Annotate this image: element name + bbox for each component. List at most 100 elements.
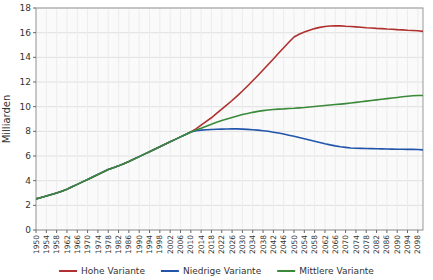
grid-line-x	[170, 8, 171, 230]
x-tick	[97, 230, 98, 233]
legend-label: Hohe Variante	[81, 266, 145, 276]
y-tick-label: 18	[20, 3, 32, 13]
grid-line-x	[232, 8, 233, 230]
x-tick	[304, 230, 305, 233]
x-tick-label: 1978	[104, 235, 113, 254]
grid-line-y	[36, 82, 423, 83]
x-tick-label: 1954	[42, 235, 51, 254]
y-axis: 0 2 4 6 8 10 12 14 16 18	[20, 3, 36, 235]
y-tick	[33, 205, 36, 206]
x-tick-label: 2018	[207, 235, 216, 254]
x-tick	[201, 230, 202, 233]
x-tick-label: 2026	[228, 235, 237, 254]
grid-line-x	[304, 8, 305, 230]
x-tick	[139, 230, 140, 233]
y-tick-label: 14	[20, 52, 32, 62]
x-tick	[386, 230, 387, 233]
series-line	[36, 26, 423, 199]
x-tick-label: 2054	[300, 235, 309, 254]
y-tick	[33, 82, 36, 83]
x-tick-label: 1950	[32, 235, 41, 254]
y-tick-label: 6	[25, 151, 31, 161]
grid-line-x	[221, 8, 222, 230]
legend-label: Mittlere Variante	[299, 266, 374, 276]
x-tick-label: 1970	[83, 235, 92, 254]
x-tick-label: 2006	[176, 235, 185, 254]
y-tick-label: 0	[25, 225, 31, 235]
series-line	[36, 129, 423, 199]
x-tick	[211, 230, 212, 233]
grid-line-x	[139, 8, 140, 230]
y-tick-label: 8	[25, 126, 31, 136]
y-tick-label: 16	[20, 28, 32, 38]
x-tick	[335, 230, 336, 233]
x-tick	[407, 230, 408, 233]
x-tick-label: 2082	[372, 235, 381, 254]
grid-line-y	[36, 156, 423, 157]
grid	[36, 8, 423, 230]
x-tick	[128, 230, 129, 233]
x-tick	[232, 230, 233, 233]
grid-line-y	[36, 131, 423, 132]
grid-line-x	[283, 8, 284, 230]
y-tick-label: 2	[25, 200, 31, 210]
x-tick-label: 2042	[269, 235, 278, 254]
x-tick-label: 1962	[63, 235, 72, 254]
y-axis-label: Milliarden	[1, 95, 12, 144]
grid-line-y	[36, 106, 423, 107]
x-tick-label: 2050	[290, 235, 299, 254]
x-tick-label: 2046	[279, 235, 288, 254]
x-tick-label: 2086	[382, 235, 391, 254]
x-tick-label: 2066	[331, 235, 340, 254]
grid-line-x	[180, 8, 181, 230]
x-tick-label: 2078	[362, 235, 371, 254]
x-tick	[170, 230, 171, 233]
x-tick-label: 2070	[341, 235, 350, 254]
x-tick	[190, 230, 191, 233]
x-tick	[66, 230, 67, 233]
legend-swatch	[161, 270, 179, 272]
grid-line-x	[201, 8, 202, 230]
x-tick-label: 1982	[114, 235, 123, 254]
grid-line-x	[87, 8, 88, 230]
grid-line-x	[128, 8, 129, 230]
grid-line-x	[149, 8, 150, 230]
x-tick-label: 1986	[124, 235, 133, 254]
y-tick-label: 10	[20, 102, 32, 112]
legend: Hohe Variante Niedrige Variante Mittlere V…	[59, 266, 374, 276]
x-tick	[376, 230, 377, 233]
grid-line-x	[97, 8, 98, 230]
grid-line-y	[36, 32, 423, 33]
x-tick	[87, 230, 88, 233]
x-tick	[159, 230, 160, 233]
x-tick-label: 2062	[321, 235, 330, 254]
x-tick-label: 1966	[73, 235, 82, 254]
grid-line-x	[386, 8, 387, 230]
series-line	[36, 96, 423, 199]
x-tick-label: 2014	[197, 235, 206, 254]
x-tick	[108, 230, 109, 233]
grid-line-x	[118, 8, 119, 230]
legend-label: Niedrige Variante	[183, 266, 262, 276]
grid-line-x	[335, 8, 336, 230]
x-tick	[180, 230, 181, 233]
x-tick	[77, 230, 78, 233]
grid-line-y	[36, 205, 423, 206]
x-tick	[345, 230, 346, 233]
grid-line-x	[345, 8, 346, 230]
grid-line-x	[263, 8, 264, 230]
x-tick-label: 1994	[145, 235, 154, 254]
y-tick-label: 12	[20, 77, 31, 87]
x-tick-label: 2022	[217, 235, 226, 254]
y-tick-label: 4	[25, 176, 31, 186]
grid-line-x	[355, 8, 356, 230]
grid-line-x	[324, 8, 325, 230]
x-tick	[56, 230, 57, 233]
grid-line-x	[66, 8, 67, 230]
x-tick-label: 2034	[248, 235, 257, 254]
grid-line-x	[108, 8, 109, 230]
x-axis: 1950195419581962196619701974197819821986…	[32, 230, 423, 254]
y-tick	[33, 8, 36, 9]
grid-line-x	[77, 8, 78, 230]
grid-line-x	[252, 8, 253, 230]
